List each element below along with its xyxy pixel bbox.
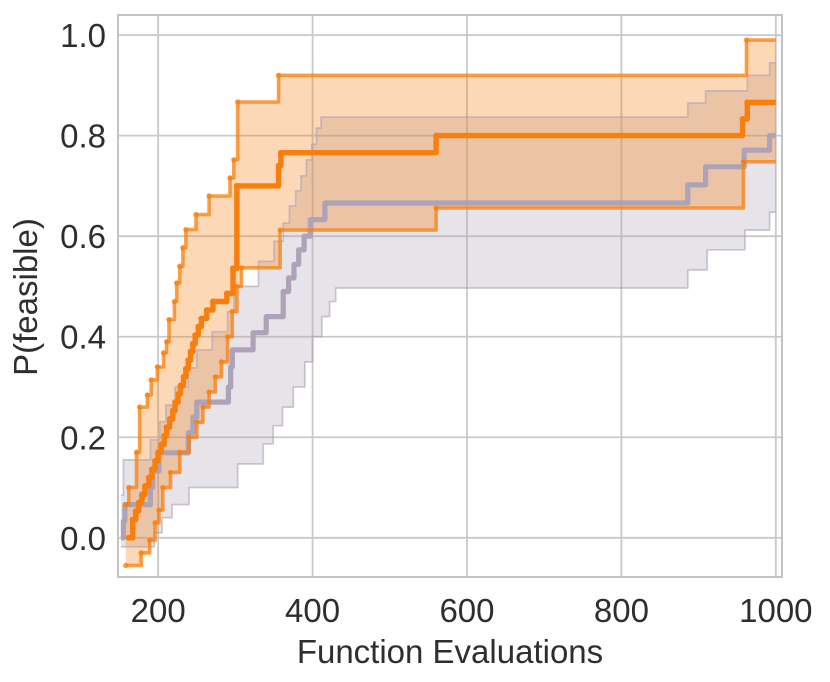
median-marker-orange-method — [166, 416, 173, 423]
band-lower-edge-lavender-method — [121, 211, 776, 548]
band-edge-marker-orange-method — [133, 449, 140, 456]
median-marker-orange-method — [230, 265, 237, 272]
median-marker-orange-method — [182, 365, 189, 372]
band-edge-marker-orange-method — [167, 469, 174, 476]
y-axis-label: P(feasible) — [7, 218, 44, 376]
median-marker-orange-method — [189, 340, 196, 347]
band-edge-marker-orange-method — [740, 159, 747, 165]
x-axis-label: Function Evaluations — [296, 633, 604, 670]
median-marker-orange-method — [277, 149, 284, 156]
band-edge-marker-orange-method — [186, 434, 192, 440]
median-marker-orange-method — [739, 116, 746, 123]
band-edge-marker-orange-method — [224, 334, 231, 340]
confidence-band-orange-method — [125, 40, 776, 566]
median-marker-orange-method — [233, 182, 240, 189]
band-edge-marker-orange-method — [138, 550, 144, 556]
median-marker-orange-method — [145, 474, 152, 481]
x-tick-label: 400 — [285, 592, 340, 629]
median-marker-orange-method — [195, 323, 202, 330]
band-edge-marker-orange-method — [275, 72, 282, 79]
band-edge-marker-orange-method — [277, 227, 283, 233]
median-marker-orange-method — [180, 373, 187, 380]
band-edge-marker-orange-method — [144, 392, 151, 398]
axes-spines — [117, 14, 783, 578]
median-marker-orange-method — [223, 290, 230, 297]
median-marker-orange-method — [163, 424, 170, 431]
median-marker-orange-method — [148, 466, 155, 473]
band-upper-edge-orange-method — [125, 38, 776, 507]
band-edge-marker-orange-method — [206, 193, 212, 199]
x-tick-label: 200 — [131, 592, 186, 629]
y-tick-label: 0.2 — [60, 419, 106, 456]
band-edge-marker-orange-method — [177, 263, 183, 270]
median-marker-orange-method — [158, 441, 165, 448]
band-edge-marker-orange-method — [154, 364, 161, 370]
band-edge-marker-orange-method — [238, 265, 245, 271]
band-edge-marker-orange-method — [200, 404, 206, 410]
band-edge-marker-orange-method — [123, 501, 129, 508]
band-edge-marker-orange-method — [160, 484, 166, 491]
band-edge-marker-orange-method — [212, 374, 218, 380]
x-tick-label: 1000 — [739, 592, 812, 629]
band-edge-marker-orange-method — [177, 449, 183, 456]
band-edge-marker-orange-method — [206, 389, 212, 395]
median-marker-orange-method — [275, 162, 282, 169]
band-edge-marker-orange-method — [743, 37, 750, 43]
median-marker-orange-method — [185, 357, 192, 364]
band-edge-marker-orange-method — [194, 419, 200, 425]
median-marker-orange-method — [192, 332, 199, 339]
median-marker-orange-method — [125, 534, 132, 541]
band-edge-marker-orange-method — [234, 99, 241, 105]
band-edge-marker-orange-method — [171, 298, 178, 305]
median-marker-orange-method — [129, 516, 136, 523]
band-edge-marker-orange-method — [218, 359, 225, 365]
confidence-band-lavender-method — [121, 62, 776, 547]
band-edge-marker-orange-method — [180, 245, 186, 251]
median-marker-orange-method — [161, 432, 168, 439]
median-marker-orange-method — [142, 483, 149, 490]
band-edge-marker-orange-method — [156, 507, 162, 513]
band-edge-marker-orange-method — [136, 404, 143, 410]
y-tick-label: 0.6 — [60, 218, 106, 255]
median-marker-orange-method — [138, 491, 145, 498]
median-marker-orange-method — [152, 457, 159, 464]
band-edge-marker-orange-method — [146, 537, 153, 544]
band-edge-marker-orange-method — [173, 280, 180, 286]
median-marker-orange-method — [187, 348, 194, 355]
band-edge-marker-orange-method — [160, 350, 167, 356]
band-edge-marker-orange-method — [183, 226, 189, 233]
band-edge-marker-orange-method — [126, 484, 132, 491]
band-edge-marker-orange-method — [231, 157, 237, 163]
y-tick-label: 1.0 — [60, 17, 106, 54]
band-edge-marker-orange-method — [123, 562, 129, 569]
y-tick-label: 0.8 — [60, 118, 106, 155]
band-edge-marker-orange-method — [193, 211, 199, 218]
band-edge-marker-orange-method — [163, 339, 170, 345]
y-tick-label: 0.4 — [60, 319, 106, 356]
x-tick-label: 600 — [439, 592, 494, 629]
band-edge-marker-orange-method — [433, 205, 439, 211]
median-marker-orange-method — [433, 132, 440, 139]
median-marker-orange-method — [135, 499, 142, 506]
band-edge-marker-orange-method — [227, 175, 233, 181]
y-tick-label: 0.0 — [60, 520, 106, 557]
median-marker-orange-method — [169, 407, 176, 414]
x-tick-label: 800 — [594, 592, 649, 629]
band-edge-marker-orange-method — [229, 308, 235, 315]
band-edge-marker-orange-method — [166, 316, 172, 323]
band-edge-marker-orange-method — [148, 377, 154, 383]
median-marker-orange-method — [209, 298, 216, 305]
median-marker-orange-method — [177, 382, 184, 389]
band-edge-marker-orange-method — [152, 520, 158, 526]
band-lower-edge-orange-method — [125, 160, 776, 568]
median-marker-orange-method — [203, 307, 210, 314]
median-marker-orange-method — [172, 399, 179, 406]
median-marker-orange-method — [175, 391, 182, 398]
median-marker-orange-method — [155, 449, 162, 456]
median-marker-orange-method — [744, 99, 751, 106]
median-marker-orange-method — [198, 315, 205, 322]
median-marker-orange-method — [132, 508, 139, 515]
